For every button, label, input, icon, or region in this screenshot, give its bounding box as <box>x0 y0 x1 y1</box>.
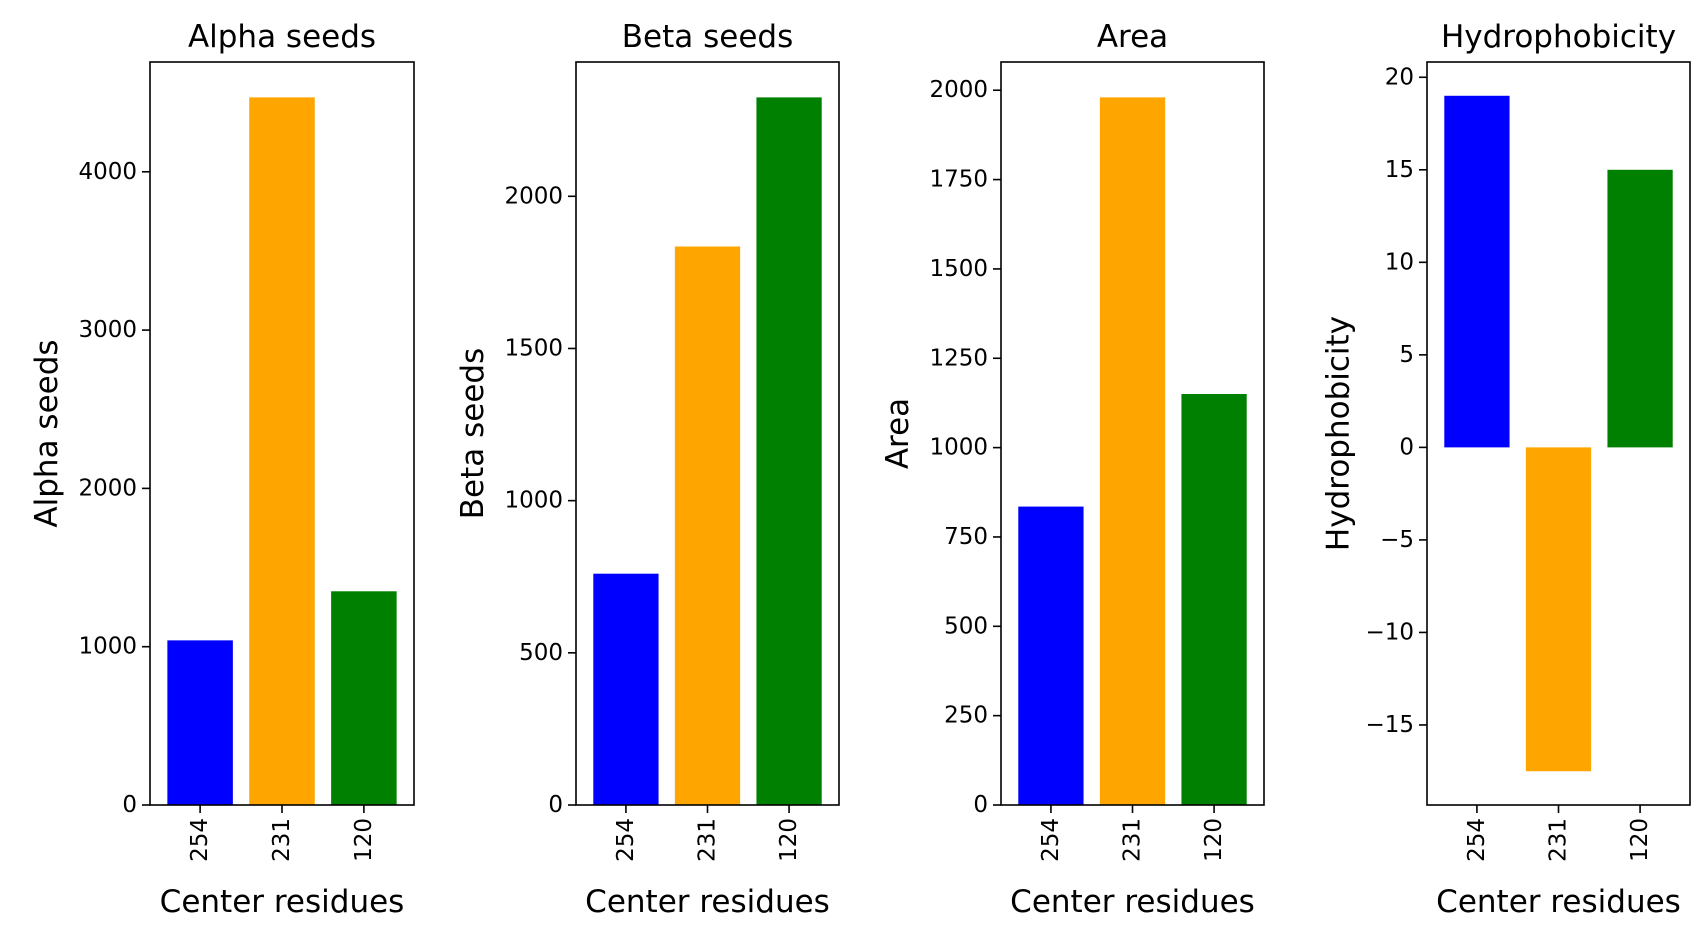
chart-panel-4: −15 −10 −5 0 5 10 15 20 254 231 120 Hydrophobicity C… <box>1321 19 1691 920</box>
y-tick-label: −15 <box>1365 712 1414 738</box>
y-tick-label: 500 <box>519 640 563 666</box>
y-tick-label: 1500 <box>929 256 988 282</box>
y-tick-label: 1250 <box>929 345 988 371</box>
y-tick-label: 15 <box>1385 157 1414 183</box>
bar-254 <box>593 573 659 805</box>
y-axis-label: Hydrophobicity <box>1321 316 1357 551</box>
y-tick-label: 1750 <box>929 167 988 193</box>
x-tick-label-231: 231 <box>1120 818 1146 862</box>
bar-231 <box>249 97 315 805</box>
y-tick-label: 0 <box>973 792 988 818</box>
bar-254 <box>1018 506 1084 805</box>
y-tick-label: 3000 <box>78 317 137 343</box>
panel-title: Hydrophobicity <box>1441 19 1676 55</box>
y-tick-label: 2000 <box>504 183 563 209</box>
y-tick-label: 1500 <box>504 335 563 361</box>
panel-title: Alpha seeds <box>188 19 376 55</box>
x-tick-label-120: 120 <box>1201 818 1227 862</box>
y-tick-label: 4000 <box>78 159 137 185</box>
x-tick-label-231: 231 <box>269 818 295 862</box>
y-tick-label: 5 <box>1399 342 1414 368</box>
x-axis-label: Center residues <box>585 884 830 920</box>
panel-title: Beta seeds <box>622 19 793 55</box>
x-tick-label-254: 254 <box>1464 818 1490 862</box>
y-axis-label: Alpha seeds <box>29 339 65 527</box>
bar-120 <box>1607 169 1673 448</box>
x-axis-label: Center residues <box>1436 884 1681 920</box>
y-tick-label: 750 <box>944 524 988 550</box>
x-tick-label-120: 120 <box>351 818 377 862</box>
y-tick-label: 1000 <box>504 488 563 514</box>
x-tick-label-254: 254 <box>1038 818 1064 862</box>
y-tick-label: 0 <box>548 792 563 818</box>
x-tick-label-120: 120 <box>1627 818 1653 862</box>
x-axis-label: Center residues <box>160 884 405 920</box>
x-axis-label: Center residues <box>1010 884 1255 920</box>
x-tick-label-254: 254 <box>613 818 639 862</box>
x-tick-label-231: 231 <box>695 818 721 862</box>
y-tick-label: 1000 <box>929 435 988 461</box>
bar-231 <box>1099 97 1166 805</box>
bar-254 <box>1444 95 1510 448</box>
y-tick-label: 20 <box>1385 64 1414 90</box>
bar-120 <box>1181 394 1247 805</box>
bar-120 <box>331 591 397 805</box>
y-axis-label: Beta seeds <box>455 348 491 519</box>
chart-panel-3: 0 250 500 750 1000 1250 1500 1750 2000 254 231 120 A… <box>880 19 1265 920</box>
y-tick-label: −10 <box>1365 619 1414 645</box>
y-tick-label: 0 <box>1399 434 1414 460</box>
bar-120 <box>756 97 822 805</box>
y-tick-label: 10 <box>1385 249 1414 275</box>
y-tick-label: 250 <box>944 703 988 729</box>
y-tick-label: 0 <box>122 792 137 818</box>
chart-panel-1: 0 1000 2000 3000 4000 254 231 120 Alpha seeds Cen… <box>29 19 415 920</box>
panel-title: Area <box>1097 19 1168 55</box>
chart-panel-2: 0 500 1000 1500 2000 254 231 120 Beta seeds Cente… <box>455 19 840 920</box>
y-tick-label: 2000 <box>929 77 988 103</box>
x-tick-label-120: 120 <box>776 818 802 862</box>
bar-231 <box>674 246 741 806</box>
y-tick-label: −5 <box>1380 527 1414 553</box>
y-tick-label: 2000 <box>78 475 137 501</box>
bar-254 <box>167 640 233 805</box>
bar-231 <box>1525 447 1592 772</box>
y-axis-label: Area <box>880 398 916 469</box>
y-tick-label: 500 <box>944 613 988 639</box>
y-tick-label: 1000 <box>78 634 137 660</box>
x-tick-label-254: 254 <box>187 818 213 862</box>
x-tick-label-231: 231 <box>1546 818 1572 862</box>
